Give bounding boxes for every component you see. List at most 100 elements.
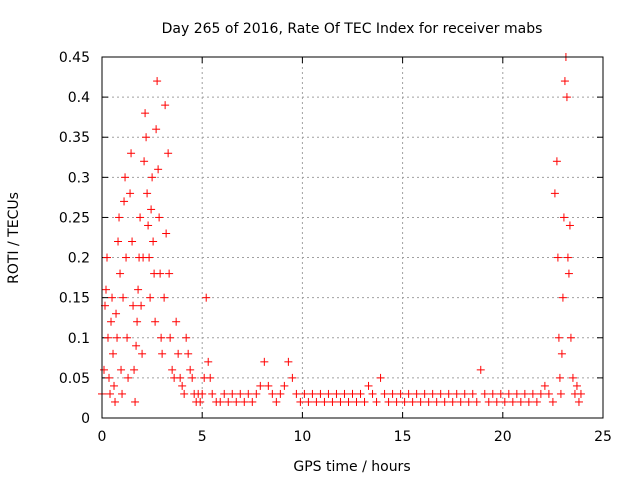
data-point: [115, 213, 124, 222]
data-point: [436, 389, 445, 398]
data-point: [142, 133, 151, 142]
data-point: [122, 253, 131, 262]
data-point: [216, 397, 225, 406]
data-point: [292, 389, 301, 398]
data-point: [380, 389, 389, 398]
data-point: [544, 389, 553, 398]
data-point: [424, 397, 433, 406]
plot-frame: [101, 56, 604, 419]
data-point: [576, 389, 585, 398]
data-point: [264, 381, 273, 390]
data-point: [116, 269, 125, 278]
data-point: [364, 381, 373, 390]
data-point: [131, 397, 140, 406]
data-point: [148, 173, 157, 182]
data-point: [117, 365, 126, 374]
data-point: [149, 237, 158, 246]
data-point: [560, 77, 569, 86]
data-point: [456, 397, 465, 406]
data-point: [132, 341, 141, 350]
data-point: [165, 269, 174, 278]
data-point: [202, 293, 211, 302]
data-point: [500, 397, 509, 406]
data-point: [360, 397, 369, 406]
data-point: [288, 373, 297, 382]
data-point: [136, 213, 145, 222]
y-tick-label: 0.2: [68, 251, 90, 267]
data-point: [320, 397, 329, 406]
data-point: [146, 293, 155, 302]
chart-title: Day 265 of 2016, Rate Of TEC Index for r…: [162, 21, 543, 37]
data-point: [272, 397, 281, 406]
grid-lines: [102, 57, 603, 418]
data-point: [105, 373, 114, 382]
y-tick-label: 0.1: [68, 331, 90, 347]
data-point: [138, 349, 147, 358]
data-point: [244, 389, 253, 398]
data-point: [296, 397, 305, 406]
data-point: [488, 389, 497, 398]
y-tick-label: 0.25: [59, 210, 90, 226]
data-point: [100, 365, 109, 374]
data-point: [252, 389, 261, 398]
data-point: [328, 397, 337, 406]
data-point: [158, 349, 167, 358]
data-point: [356, 389, 365, 398]
data-point: [508, 397, 517, 406]
data-point: [196, 397, 205, 406]
data-point: [107, 317, 116, 326]
data-point: [555, 373, 564, 382]
data-point: [141, 109, 150, 118]
data-point: [137, 301, 146, 310]
data-point: [144, 221, 153, 230]
data-point: [121, 173, 130, 182]
data-point: [130, 365, 139, 374]
data-point: [198, 389, 207, 398]
data-point: [156, 269, 165, 278]
data-point: [420, 389, 429, 398]
data-point: [176, 373, 185, 382]
data-point: [524, 397, 533, 406]
data-point: [552, 157, 561, 166]
data-point: [412, 389, 421, 398]
data-point: [548, 397, 557, 406]
data-point: [468, 389, 477, 398]
data-point: [452, 389, 461, 398]
data-point: [151, 317, 160, 326]
data-point: [133, 317, 142, 326]
data-point: [428, 389, 437, 398]
data-point: [372, 397, 381, 406]
y-tick-label: 0.4: [68, 90, 90, 106]
data-point: [113, 333, 122, 342]
data-point: [112, 309, 121, 318]
data-point: [228, 389, 237, 398]
data-point: [558, 293, 567, 302]
data-point: [111, 397, 120, 406]
y-tick-label: 0.35: [59, 130, 90, 146]
data-point: [119, 293, 128, 302]
data-point: [232, 397, 241, 406]
data-point: [164, 149, 173, 158]
data-point: [120, 197, 129, 206]
data-point: [123, 333, 132, 342]
data-point: [166, 333, 175, 342]
data-point: [178, 381, 187, 390]
data-point: [312, 397, 321, 406]
data-point: [157, 333, 166, 342]
data-point: [128, 237, 137, 246]
data-point: [540, 381, 549, 390]
data-point: [520, 389, 529, 398]
data-point: [566, 333, 575, 342]
data-point: [472, 397, 481, 406]
y-tick-label: 0: [81, 411, 90, 427]
y-tick-label: 0.3: [68, 170, 90, 186]
data-point: [476, 365, 485, 374]
data-point: [182, 333, 191, 342]
data-point: [532, 397, 541, 406]
y-tick-label: 0.15: [59, 291, 90, 307]
data-point: [564, 269, 573, 278]
data-point: [103, 253, 112, 262]
x-tick-label: 5: [198, 429, 207, 445]
data-point: [556, 389, 565, 398]
data-point: [172, 317, 181, 326]
